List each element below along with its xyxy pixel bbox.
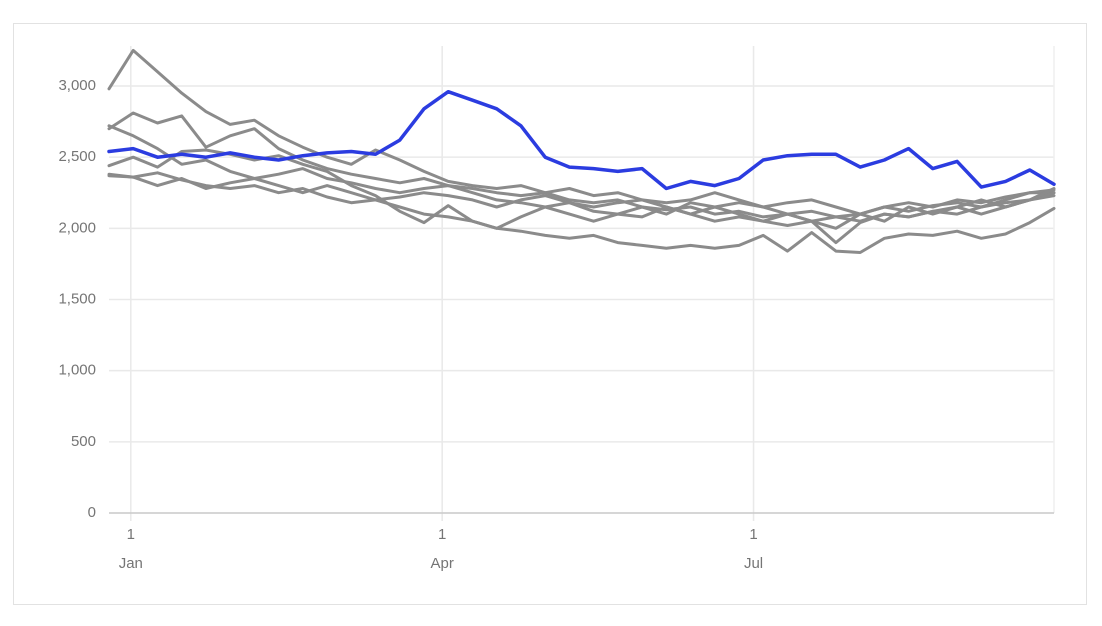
y-tick-label: 2,500	[58, 148, 96, 165]
x-tick-month-label: Jan	[119, 555, 143, 572]
y-tick-label: 3,000	[58, 77, 96, 94]
x-tick-month-label: Jul	[744, 555, 763, 572]
y-tick-label: 1,500	[58, 290, 96, 307]
chart-card: 0 500 1,000 1,500 2,000 2,500 3,000 1 Jan 1 Apr 1 Ju…	[13, 23, 1087, 605]
x-tick-day-label: 1	[749, 526, 757, 543]
y-tick-label: 0	[88, 504, 96, 521]
series-line-gray-1[interactable]	[107, 48, 1056, 216]
x-tick-month-label: Apr	[431, 555, 454, 572]
y-tick-label: 500	[71, 433, 96, 450]
y-tick-label: 1,000	[58, 362, 96, 379]
series-line-highlight-blue[interactable]	[107, 89, 1056, 191]
series-line-gray-2[interactable]	[107, 111, 1056, 219]
series-line-gray-6[interactable]	[107, 171, 1056, 254]
x-tick-day-label: 1	[127, 526, 135, 543]
y-tick-label: 2,000	[58, 219, 96, 236]
x-tick-day-label: 1	[438, 526, 446, 543]
series-line-gray-5[interactable]	[107, 172, 1056, 245]
trend-line-chart: 0 500 1,000 1,500 2,000 2,500 3,000 1 Jan 1 Apr 1 Ju…	[58, 46, 1056, 572]
